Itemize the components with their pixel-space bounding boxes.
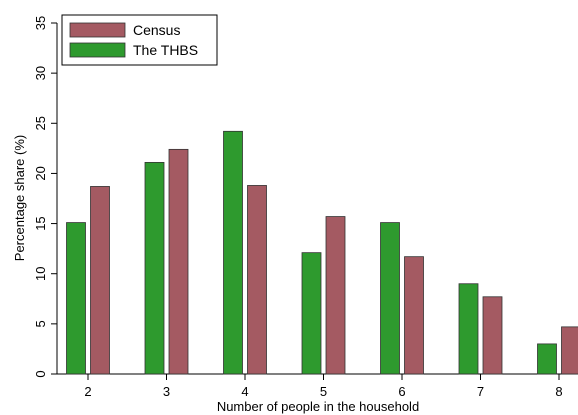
bars xyxy=(66,130,578,375)
x-tick-label: 7 xyxy=(477,384,484,399)
y-axis: 0 5 10 15 20 25 30 35 xyxy=(33,16,58,378)
legend: Census The THBS xyxy=(61,14,218,66)
bar-the-thbs-2 xyxy=(66,222,86,375)
x-tick-label: 5 xyxy=(320,384,327,399)
x-axis: 2 3 4 5 6 7 8 xyxy=(57,373,578,399)
bar-the-thbs-6 xyxy=(380,222,400,375)
x-tick-label: 4 xyxy=(241,384,248,399)
y-tick-label: 15 xyxy=(33,216,48,230)
x-tick-label: 3 xyxy=(163,384,170,399)
y-tick-label: 10 xyxy=(33,266,48,280)
legend-label: The THBS xyxy=(133,42,198,58)
x-tick-label: 8 xyxy=(555,384,562,399)
bar-census-4 xyxy=(247,185,267,375)
y-tick-label: 25 xyxy=(33,116,48,130)
bar-the-thbs-8 xyxy=(537,343,557,375)
bar-census-6 xyxy=(404,256,424,375)
y-tick-label: 20 xyxy=(33,166,48,180)
legend-label: Census xyxy=(133,22,180,38)
bar-the-thbs-7 xyxy=(458,283,479,375)
y-tick-label: 30 xyxy=(33,66,48,80)
y-axis-title: Percentage share (%) xyxy=(12,135,27,261)
y-tick-label: 0 xyxy=(33,370,48,377)
bar-the-thbs-4 xyxy=(223,130,243,375)
bar-the-thbs-3 xyxy=(144,161,165,375)
bar-the-thbs-5 xyxy=(301,252,322,375)
x-tick-label: 6 xyxy=(398,384,405,399)
bar-census-5 xyxy=(325,216,346,375)
bar-census-7 xyxy=(482,296,503,375)
bar-census-3 xyxy=(168,148,189,375)
y-tick-label: 5 xyxy=(33,320,48,327)
bar-census-8 xyxy=(561,326,578,375)
x-axis-title: Number of people in the household xyxy=(217,399,419,414)
bar-census-2 xyxy=(90,186,110,375)
legend-swatch xyxy=(69,22,126,38)
x-tick-label: 2 xyxy=(84,384,91,399)
legend-swatch xyxy=(69,42,126,58)
y-tick-label: 35 xyxy=(33,16,48,30)
